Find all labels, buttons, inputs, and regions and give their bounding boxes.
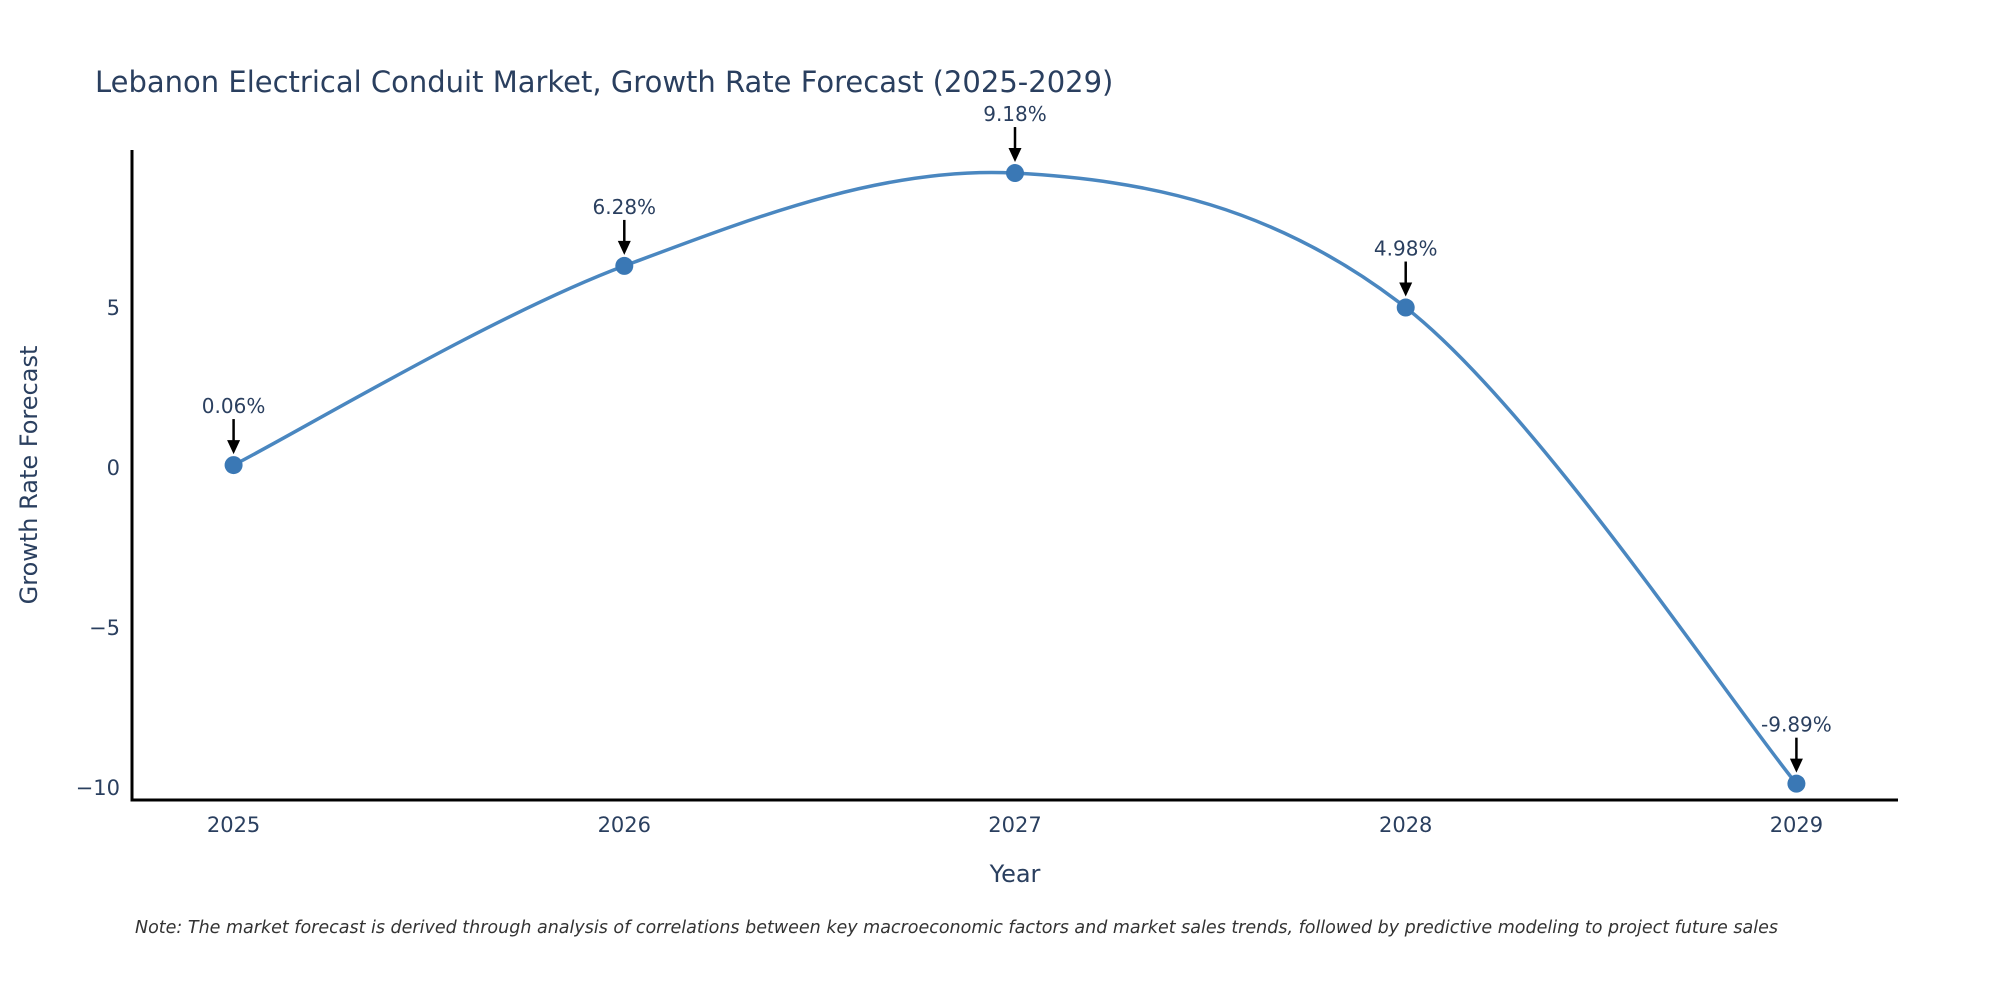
data-point-marker[interactable] (1787, 774, 1806, 793)
data-point-label: -9.89% (1761, 713, 1832, 737)
y-tick-label: 5 (107, 296, 120, 320)
data-point-label: 6.28% (593, 195, 657, 219)
annotation-arrowhead (227, 440, 241, 455)
data-point-marker[interactable] (224, 456, 243, 475)
x-tick-label: 2028 (1379, 813, 1432, 837)
data-point-label: 4.98% (1374, 237, 1438, 261)
data-point-label: 9.18% (983, 102, 1047, 126)
forecast-curve (232, 170, 1798, 785)
annotation-arrowhead (1789, 758, 1803, 773)
annotation-arrowhead (1399, 282, 1413, 297)
data-point-marker[interactable] (1006, 164, 1024, 183)
x-tick-label: 2025 (207, 813, 260, 837)
annotation-arrowhead (617, 240, 631, 255)
y-tick-label: −10 (76, 776, 120, 800)
y-tick-label: 0 (107, 456, 120, 480)
data-point-marker[interactable] (615, 256, 634, 275)
data-point-marker[interactable] (1396, 298, 1415, 317)
annotation-arrowhead (1008, 148, 1022, 163)
x-tick-label: 2029 (1770, 813, 1823, 837)
x-tick-label: 2027 (988, 813, 1041, 837)
chart-title: Lebanon Electrical Conduit Market, Growt… (95, 65, 1114, 100)
data-point-label: 0.06% (202, 394, 266, 418)
y-tick-label: −5 (89, 616, 120, 640)
x-axis-title: Year (989, 860, 1041, 888)
x-tick-label: 2026 (598, 813, 651, 837)
footnote: Note: The market forecast is derived thr… (135, 918, 1778, 938)
